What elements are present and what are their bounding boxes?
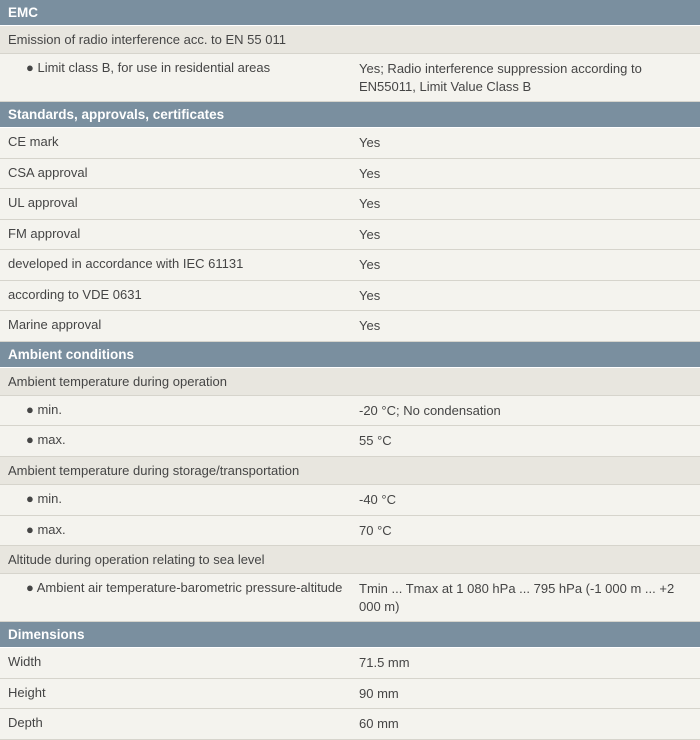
spec-table: EMC Emission of radio interference acc. …	[0, 0, 700, 740]
table-row: CE mark Yes	[0, 128, 700, 159]
table-row: ● min. -40 °C	[0, 485, 700, 516]
section-header-dimensions: Dimensions	[0, 622, 700, 648]
row-value: Yes	[355, 220, 700, 250]
row-value: Tmin ... Tmax at 1 080 hPa ... 795 hPa (…	[355, 574, 700, 621]
row-label: ● max.	[0, 426, 355, 456]
row-label: Height	[0, 679, 355, 709]
section-header-ambient: Ambient conditions	[0, 342, 700, 368]
table-row: CSA approval Yes	[0, 159, 700, 190]
row-value: Yes	[355, 189, 700, 219]
row-label: Marine approval	[0, 311, 355, 341]
row-label: developed in accordance with IEC 61131	[0, 250, 355, 280]
table-row: Width 71.5 mm	[0, 648, 700, 679]
sub-header: Altitude during operation relating to se…	[0, 546, 700, 574]
row-label: ● max.	[0, 516, 355, 546]
row-value: 71.5 mm	[355, 648, 700, 678]
table-row: according to VDE 0631 Yes	[0, 281, 700, 312]
row-value: Yes; Radio interference suppression acco…	[355, 54, 700, 101]
row-label: CSA approval	[0, 159, 355, 189]
row-value: -40 °C	[355, 485, 700, 515]
row-label: ● Limit class B, for use in residential …	[0, 54, 355, 101]
row-label: according to VDE 0631	[0, 281, 355, 311]
section-header-standards: Standards, approvals, certificates	[0, 102, 700, 128]
section-header-emc: EMC	[0, 0, 700, 26]
row-value: -20 °C; No condensation	[355, 396, 700, 426]
sub-header: Ambient temperature during storage/trans…	[0, 457, 700, 485]
row-label: ● min.	[0, 396, 355, 426]
row-label: CE mark	[0, 128, 355, 158]
table-row: Depth 60 mm	[0, 709, 700, 740]
table-row: FM approval Yes	[0, 220, 700, 251]
table-row: Marine approval Yes	[0, 311, 700, 342]
row-label: UL approval	[0, 189, 355, 219]
row-value: 90 mm	[355, 679, 700, 709]
table-row: ● max. 55 °C	[0, 426, 700, 457]
row-value: Yes	[355, 159, 700, 189]
row-value: 55 °C	[355, 426, 700, 456]
row-value: Yes	[355, 311, 700, 341]
table-row: Height 90 mm	[0, 679, 700, 710]
row-label: Depth	[0, 709, 355, 739]
table-row: ● min. -20 °C; No condensation	[0, 396, 700, 427]
row-label: ● min.	[0, 485, 355, 515]
row-value: Yes	[355, 250, 700, 280]
table-row: ● Ambient air temperature-barometric pre…	[0, 574, 700, 622]
sub-header: Emission of radio interference acc. to E…	[0, 26, 700, 54]
row-value: 70 °C	[355, 516, 700, 546]
row-label: Width	[0, 648, 355, 678]
sub-header: Ambient temperature during operation	[0, 368, 700, 396]
table-row: ● Limit class B, for use in residential …	[0, 54, 700, 102]
row-value: Yes	[355, 281, 700, 311]
row-label: FM approval	[0, 220, 355, 250]
table-row: developed in accordance with IEC 61131 Y…	[0, 250, 700, 281]
row-value: Yes	[355, 128, 700, 158]
row-value: 60 mm	[355, 709, 700, 739]
table-row: ● max. 70 °C	[0, 516, 700, 547]
row-label: ● Ambient air temperature-barometric pre…	[0, 574, 355, 621]
table-row: UL approval Yes	[0, 189, 700, 220]
